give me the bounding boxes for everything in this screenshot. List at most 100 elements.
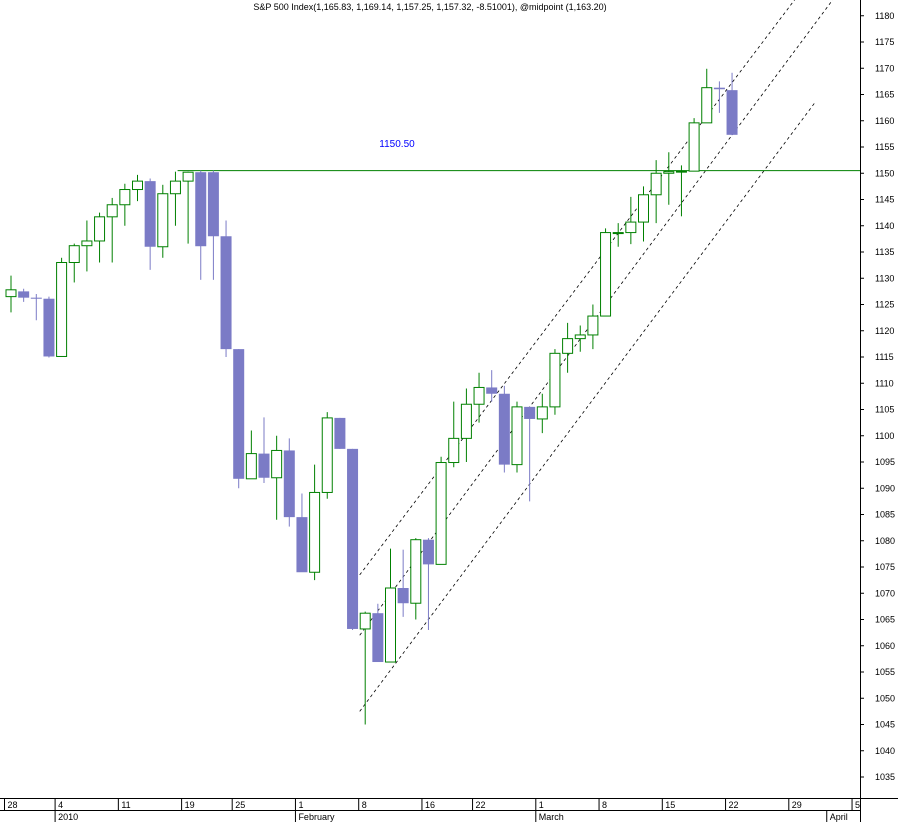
candle-up: [448, 401, 460, 468]
candle-body: [81, 240, 93, 247]
candle-body: [157, 193, 169, 248]
candle-up: [675, 165, 687, 217]
candle-up: [385, 548, 396, 663]
candle-body: [612, 232, 624, 235]
candle-body: [701, 87, 713, 124]
y-tick-label: 1095: [875, 457, 895, 467]
candle-up: [536, 393, 548, 434]
candle-body: [233, 349, 245, 479]
candle-body: [688, 122, 700, 172]
candle-up: [245, 430, 257, 480]
x-tick-label: 19: [185, 800, 195, 810]
candle-up: [410, 538, 422, 620]
y-tick-label: 1145: [875, 195, 894, 205]
candle-up: [587, 304, 599, 350]
candle-down: [498, 385, 510, 473]
y-tick-label: 1065: [875, 615, 895, 625]
candle-body: [132, 180, 143, 191]
candle-body: [663, 171, 675, 174]
candle-body: [144, 181, 156, 247]
candle-body: [119, 189, 131, 206]
y-tick-label: 1125: [875, 300, 894, 310]
candle-up: [460, 388, 472, 462]
x-tick-label: 11: [121, 800, 130, 810]
y-tick-label: 1110: [875, 378, 894, 388]
candle-up: [650, 160, 662, 224]
y-tick-label: 1045: [875, 720, 895, 730]
candle-body: [435, 462, 447, 565]
x-tick-label: 22: [476, 800, 486, 810]
candle-body: [422, 539, 434, 565]
y-tick-label: 1105: [875, 405, 894, 415]
y-tick-label: 1170: [875, 63, 894, 73]
y-tick-label: 1160: [875, 116, 894, 126]
candle-down: [258, 417, 270, 483]
candle-up: [600, 228, 612, 317]
candle-down: [347, 448, 359, 630]
x-axis: 28 4 11 19 25 1 8 16 22 1 8 15 22 29 5 2010 February Marc…: [4, 798, 860, 822]
y-tick-label: 1035: [875, 772, 895, 782]
candle-body: [30, 297, 42, 299]
candle-up: [56, 257, 68, 357]
candle-up: [612, 223, 624, 247]
x-tick-label: 1: [298, 800, 303, 810]
month-label: March: [539, 812, 564, 822]
candle-down: [30, 294, 42, 321]
x-tick-label: 8: [362, 800, 367, 810]
candle-body: [650, 172, 662, 196]
candle-body: [245, 453, 257, 480]
candle-down: [18, 288, 30, 302]
x-tick-label: 28: [8, 800, 18, 810]
candle-body: [283, 450, 295, 518]
candle-body: [296, 517, 308, 573]
x-tick-label: 5: [855, 800, 860, 810]
x-tick-label: 15: [665, 800, 675, 810]
candle-up: [435, 456, 447, 565]
candle-up: [271, 435, 283, 520]
x-tick-label: 1: [539, 800, 544, 810]
candle-down: [296, 493, 308, 573]
candle-down: [726, 72, 738, 136]
y-tick-label: 1140: [875, 221, 894, 231]
y-tick-label: 1040: [875, 746, 895, 756]
month-label: April: [830, 812, 848, 822]
candle-body: [574, 334, 586, 340]
candle-down: [220, 220, 232, 357]
candle-up: [321, 412, 333, 499]
x-tick-label: 8: [602, 800, 607, 810]
y-tick-label: 1080: [875, 536, 895, 546]
candle-up: [688, 118, 700, 172]
candle-up: [157, 184, 169, 258]
candle-down: [422, 538, 434, 630]
candle-up: [106, 197, 118, 263]
candle-up: [562, 322, 574, 373]
y-tick-label: 1150: [875, 168, 894, 178]
x-tick-label: 25: [235, 800, 245, 810]
candle-body: [347, 448, 359, 629]
candle-down: [397, 549, 409, 617]
candle-body: [271, 449, 283, 479]
y-tick-label: 1165: [875, 90, 894, 100]
resistance-line-label: 1150.50: [379, 139, 415, 150]
candle-up: [68, 243, 80, 283]
y-tick-label: 1115: [875, 352, 894, 362]
candle-body: [56, 262, 68, 357]
candle-up: [701, 68, 713, 124]
candle-body: [94, 216, 106, 242]
candle-up: [511, 401, 523, 473]
y-axis: 1035 1040 1045 1050 1055 1060 1065 1070 1075 1080…: [860, 11, 895, 782]
candle-body: [68, 245, 80, 263]
candle-down: [713, 81, 725, 113]
candle-down: [283, 438, 295, 527]
candle-body: [726, 90, 738, 135]
y-tick-label: 1075: [875, 562, 895, 572]
candle-up: [309, 464, 321, 581]
channel-line: [359, 0, 796, 576]
candle-body: [625, 221, 637, 234]
candle-body: [258, 453, 270, 478]
candle-up: [473, 372, 485, 423]
candle-body: [600, 232, 612, 317]
